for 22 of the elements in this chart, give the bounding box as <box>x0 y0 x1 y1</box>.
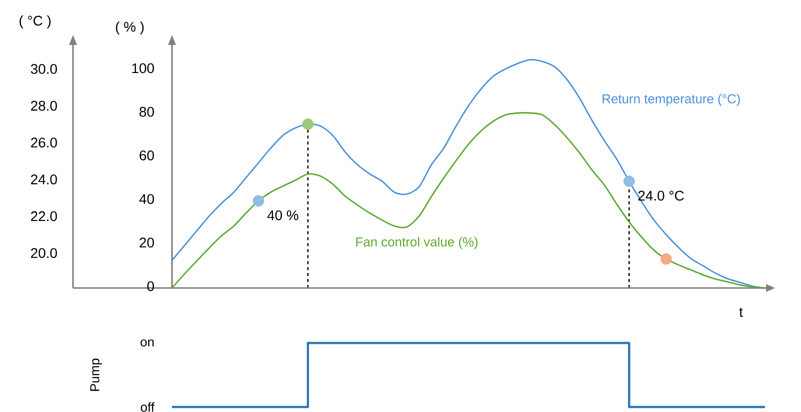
y2-tick-label: 0 <box>147 281 154 292</box>
y2-tick-label: 20 <box>140 238 154 248</box>
y-tick-label: 22.0 <box>31 211 57 222</box>
series-label: Fan control value (%) <box>356 237 478 250</box>
y2-tick-label: 100 <box>132 63 154 74</box>
series-label: Return temperature (°C) <box>602 94 740 106</box>
y-axis-title: Pump <box>90 358 102 391</box>
y-tick-label: 24.0 <box>31 174 57 184</box>
y-tick-label: 30.0 <box>30 64 57 74</box>
y2-tick-label: 80 <box>140 106 154 117</box>
y2-tick-label: 60 <box>140 150 154 160</box>
y2-axis-title: ( % ) <box>116 21 144 34</box>
x-axis-title: t <box>739 308 743 317</box>
data-label: 40 % <box>267 210 298 220</box>
y-tick-label: 26.0 <box>31 138 57 148</box>
y-tick-label: 20.0 <box>31 248 57 258</box>
data-label: 24.0 °C <box>638 190 684 201</box>
y-tick-label: 28.0 <box>31 100 57 111</box>
text: off <box>140 402 155 412</box>
y2-tick-label: 40 <box>139 194 154 204</box>
text: on <box>140 339 154 347</box>
y-axis-title: ( °C ) <box>20 15 51 28</box>
